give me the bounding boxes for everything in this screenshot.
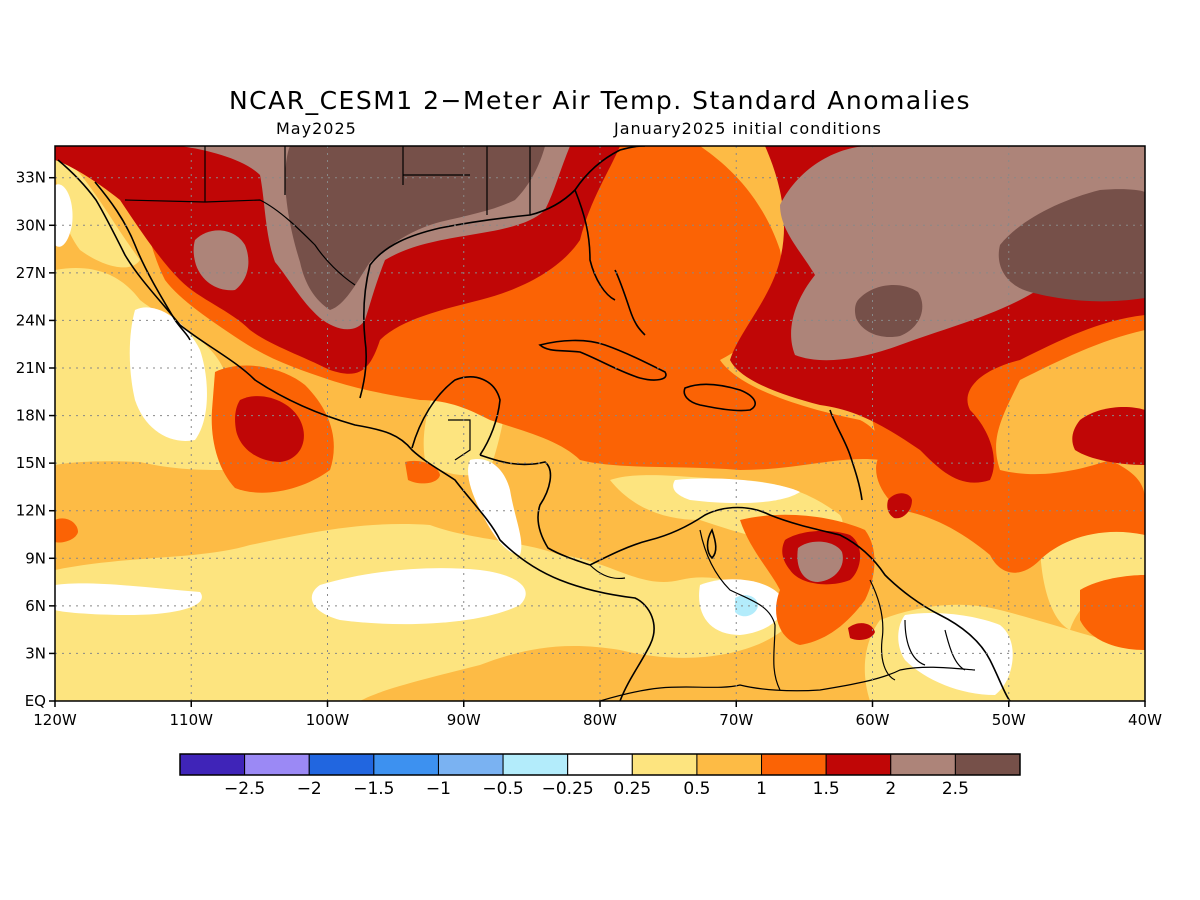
- field-red-guiana-spot: [848, 623, 875, 640]
- field-white-west: [55, 583, 202, 615]
- colorbar-swatch: [954, 753, 1021, 776]
- border-guatemala: [448, 419, 471, 461]
- colorbar-swatch: [761, 753, 827, 776]
- coastline-lesser-antilles: [829, 409, 863, 501]
- coastline-south-america: [589, 506, 1011, 701]
- colorbar-label: −2.5: [224, 779, 265, 799]
- y-tick-label: 27N: [16, 264, 46, 282]
- colorbar-swatch: [825, 753, 892, 776]
- initial-conditions: January2025 initial conditions: [614, 119, 882, 138]
- field-white-pacific-north: [129, 307, 207, 441]
- colorbar-swatch: [696, 753, 763, 776]
- colorbar-label: 2: [885, 779, 896, 799]
- colorbar-swatch: [179, 753, 246, 776]
- y-tick-label: 15N: [16, 454, 46, 472]
- field-brown-atlantic-spot: [854, 285, 923, 338]
- colorbar-label: −1.5: [353, 779, 394, 799]
- border-colombia-venezuela: [699, 529, 781, 691]
- field-white-pacific-south: [311, 568, 526, 625]
- field-light-yellow-coast: [55, 150, 140, 268]
- colorbar-label: −0.25: [542, 779, 594, 799]
- colorbar-label: 0.25: [613, 779, 651, 799]
- field-white-west-pacific: [55, 184, 73, 247]
- colorbar-label: 1.5: [813, 779, 840, 799]
- x-tick-label: 110W: [170, 711, 214, 729]
- colorbar-swatch: [244, 753, 310, 776]
- colorbar-swatch: [502, 753, 569, 776]
- field-orange-cp: [405, 460, 440, 484]
- colorbar-label: −2: [297, 779, 322, 799]
- field-white-guiana: [898, 613, 1013, 695]
- coastline-central-america-east: [479, 454, 591, 566]
- coastline-lake-maracaibo: [706, 528, 717, 560]
- colorbar-label: 1: [756, 779, 767, 799]
- coastline-us-mexico: [57, 159, 655, 701]
- coastline-yucatan: [411, 376, 501, 456]
- map-field: [55, 146, 1145, 701]
- colorbar-swatch: [308, 753, 375, 776]
- x-tick-label: 90W: [447, 711, 481, 729]
- border-us-mexico: [124, 199, 356, 286]
- coastline-gulf: [359, 188, 616, 399]
- y-tick-label: 21N: [16, 359, 46, 377]
- field-orange-atlantic-se: [1080, 575, 1145, 650]
- forecast-month: May2025: [276, 119, 357, 138]
- colorbar-swatch: [567, 753, 633, 776]
- x-tick-label: 120W: [33, 711, 77, 729]
- y-tick-label: 18N: [16, 407, 46, 425]
- coastline-hispaniola: [683, 383, 756, 412]
- y-tick-label: 12N: [16, 502, 46, 520]
- y-tick-label: 3N: [25, 644, 46, 662]
- x-tick-label: 80W: [583, 711, 617, 729]
- border-guyana: [869, 579, 966, 681]
- field-light-yellow-atlantic: [1040, 523, 1145, 630]
- border-panama-colombia: [589, 564, 626, 580]
- colorbar-label: 2.5: [942, 779, 969, 799]
- colorbar-swatch: [437, 753, 504, 776]
- x-tick-label: 50W: [992, 711, 1026, 729]
- field-brown-us: [285, 146, 545, 310]
- x-tick-label: 100W: [306, 711, 350, 729]
- y-tick-label: 9N: [25, 549, 46, 567]
- gridlines: [55, 146, 1145, 701]
- field-mauve-venezuela: [797, 541, 843, 582]
- colorbar-swatch: [373, 753, 439, 776]
- coastline-baja: [94, 181, 191, 341]
- border-us-states: [204, 146, 531, 215]
- y-tick-label: 6N: [25, 597, 46, 615]
- coastline-cuba: [538, 339, 667, 381]
- border-brazil: [599, 666, 976, 701]
- colorbar-swatch: [631, 753, 698, 776]
- y-tick-label: 24N: [16, 311, 46, 329]
- field-orange-west-spot: [55, 518, 78, 543]
- field-red-spot: [887, 493, 912, 519]
- coastline-florida-bahamas: [614, 269, 646, 336]
- borders: [124, 146, 976, 701]
- field-white-ca: [468, 459, 522, 555]
- map-axes: 120W 110W 100W 90W 80W 70W 60W 50W 40W EQ 3N 6N 9N 12…: [16, 169, 1162, 729]
- y-tick-label: 30N: [16, 216, 46, 234]
- x-tick-label: 40W: [1128, 711, 1162, 729]
- colorbar-label: −1: [426, 779, 451, 799]
- x-tick-label: 70W: [719, 711, 753, 729]
- field-red-pacific: [235, 396, 304, 462]
- field-red-atlantic-east: [1072, 407, 1145, 465]
- coastlines: [57, 146, 1011, 701]
- field-mauve-mexico: [193, 230, 249, 291]
- colorbar-frame: [179, 753, 1021, 776]
- chart-title: NCAR_CESM1 2−Meter Air Temp. Standard An…: [228, 86, 972, 115]
- colorbar-swatch: [890, 753, 956, 776]
- colorbar-label: −0.5: [482, 779, 523, 799]
- colorbar-label: 0.5: [683, 779, 710, 799]
- y-tick-label: 33N: [16, 169, 46, 187]
- x-tick-label: 60W: [856, 711, 890, 729]
- y-tick-label: EQ: [25, 692, 46, 710]
- colorbar: −2.5 −2 −1.5 −1 −0.5 −0.25 0.25 0.5 1 1.5 2 2.5: [179, 753, 1021, 799]
